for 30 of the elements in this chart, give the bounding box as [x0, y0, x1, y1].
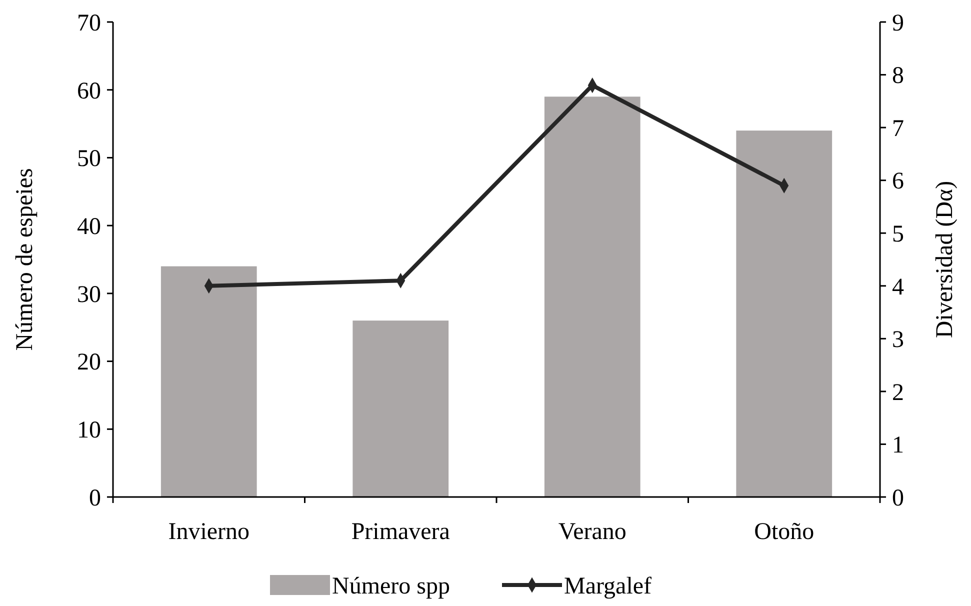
y-tick-label: 50 [77, 146, 101, 172]
y2-tick-label: 9 [892, 10, 904, 36]
y2-axis-title: Diversidad (Dα) [932, 180, 958, 338]
x-tick-label: Otoño [754, 519, 814, 545]
y2-tick-label: 8 [892, 63, 904, 90]
y2-tick-label: 5 [892, 222, 904, 248]
y2-tick-label: 2 [892, 380, 904, 406]
y2-tick-label: 3 [892, 327, 904, 354]
y-tick-label: 0 [89, 485, 101, 512]
y2-tick-label: 1 [892, 432, 904, 459]
y-tick-label: 30 [77, 282, 101, 308]
y-tick-label: 60 [77, 78, 101, 104]
y-tick-label: 10 [77, 418, 101, 444]
bar [160, 266, 257, 497]
y2-tick-label: 7 [892, 116, 904, 142]
y2-tick-label: 6 [892, 168, 904, 195]
y-tick-label: 70 [77, 10, 101, 36]
bar [352, 320, 449, 497]
y2-tick-label: 0 [892, 485, 904, 512]
x-tick-label: Invierno [168, 519, 250, 545]
y2-tick-label: 4 [892, 274, 904, 300]
y-tick-label: 20 [77, 350, 101, 376]
y-tick-label: 40 [77, 214, 101, 240]
y-axis-title: Número de espeies [12, 168, 38, 351]
x-tick-label: Verano [558, 519, 626, 545]
legend-label: Margalef [564, 573, 652, 600]
bar [736, 130, 832, 497]
bar [544, 96, 640, 497]
legend-label: Número spp [332, 573, 450, 600]
x-tick-label: Primavera [351, 519, 450, 545]
